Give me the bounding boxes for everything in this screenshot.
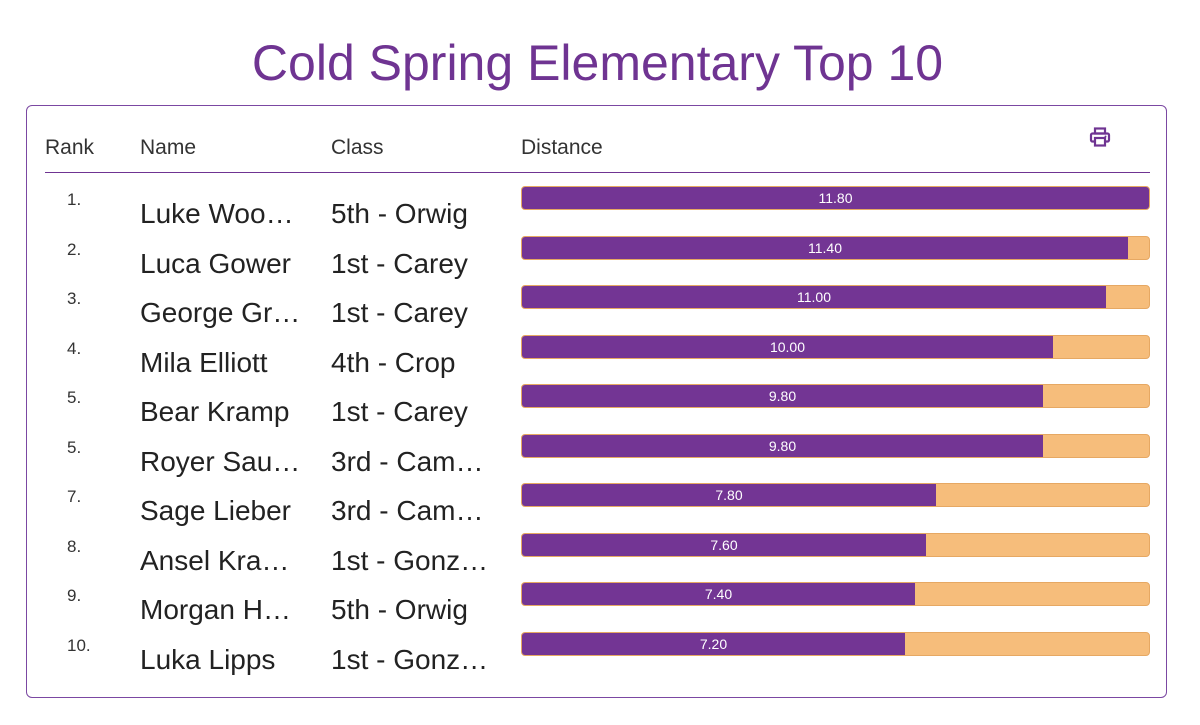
distance-label: 11.80 (818, 190, 853, 206)
rank-column-header: Rank (45, 136, 95, 159)
rank-cell: 1. (67, 190, 82, 209)
header-divider (45, 172, 1150, 173)
distance-label: 11.00 (797, 289, 831, 305)
page-title: Cold Spring Elementary Top 10 (251, 35, 944, 91)
distance-bar[interactable]: 9.80 (521, 433, 1150, 458)
distance-bar[interactable]: 7.40 (521, 582, 1150, 606)
distance-bar[interactable]: 7.60 (521, 532, 1150, 557)
table-row: 7. Sage Lieber 3rd - Cam… 7.80 (0, 483, 1200, 533)
distance-bar[interactable]: 7.20 (521, 631, 1150, 656)
rank-cell: 2. (67, 239, 82, 259)
rank-cell: 5. (67, 437, 82, 457)
class-cell: 1st - Gonz… (331, 643, 489, 675)
distance-bar[interactable]: 11.80 (521, 186, 1150, 210)
distance-label: 11.40 (808, 239, 842, 256)
table-row: 2. Luca Gower 1st - Carey 11.40 (0, 235, 1200, 286)
distance-label: 7.80 (715, 487, 743, 503)
distance-label: 7.40 (704, 586, 733, 602)
distance-bar-fill (522, 434, 1043, 457)
name-cell: Morgan H… (140, 594, 291, 625)
table-row: 1. Luke Woo… 5th - Orwig 11.80 (0, 186, 1200, 236)
class-cell: 1st - Carey (331, 297, 468, 328)
name-cell: Ansel Kra… (140, 544, 290, 576)
distance-label: 7.20 (699, 635, 728, 652)
table-row: 5. Royer Sau… 3rd - Cam… 9.80 (0, 433, 1200, 484)
table-row: 4. Mila Elliott 4th - Crop 10.00 (0, 334, 1200, 385)
table-row: 9. Morgan H… 5th - Orwig 7.40 (0, 582, 1200, 632)
distance-label: 7.60 (710, 536, 738, 553)
rank-cell: 4. (67, 338, 82, 358)
rank-cell: 7. (67, 487, 82, 506)
distance-label: 10.00 (769, 338, 806, 355)
rank-cell: 3. (67, 289, 82, 308)
distance-bar-fill (522, 385, 1043, 407)
name-cell: Royer Sau… (140, 445, 301, 477)
name-cell: Luke Woo… (140, 198, 294, 229)
leaderboard-panel (26, 105, 1167, 698)
class-cell: 3rd - Cam… (331, 495, 484, 526)
table-row: 8. Ansel Kra… 1st - Gonz… 7.60 (0, 532, 1200, 583)
class-cell: 5th - Orwig (331, 594, 468, 625)
rank-cell: 8. (67, 536, 82, 556)
print-icon (1089, 127, 1111, 147)
table-row: 3. George Gr… 1st - Carey 11.00 (0, 285, 1200, 335)
name-cell: Sage Lieber (140, 495, 292, 526)
distance-label: 9.80 (768, 437, 797, 454)
distance-bar-fill (522, 533, 926, 556)
distance-column-header: Distance (521, 136, 603, 159)
distance-bar-fill (522, 286, 1106, 308)
distance-bar[interactable]: 11.40 (521, 235, 1150, 260)
rank-cell: 5. (67, 388, 82, 407)
distance-bar-fill (522, 335, 1053, 358)
name-cell: Luca Gower (140, 247, 291, 279)
distance-bar[interactable]: 9.80 (521, 384, 1150, 408)
distance-bar-fill (522, 632, 905, 655)
name-cell: Luka Lipps (140, 643, 276, 675)
name-cell: Mila Elliott (140, 346, 268, 378)
rank-cell: 10. (67, 635, 91, 655)
rank-cell: 9. (67, 586, 82, 605)
distance-bar-fill (522, 484, 936, 506)
distance-bar-fill (522, 236, 1128, 259)
name-column-header: Name (140, 136, 197, 159)
distance-bar[interactable]: 7.80 (521, 483, 1150, 507)
class-cell: 1st - Gonz… (331, 544, 489, 576)
class-cell: 4th - Crop (331, 346, 456, 378)
class-cell: 1st - Carey (331, 396, 468, 427)
distance-label: 9.80 (768, 388, 797, 404)
distance-bar[interactable]: 10.00 (521, 334, 1150, 359)
print-button[interactable] (1089, 127, 1111, 147)
class-cell: 5th - Orwig (331, 198, 468, 229)
table-row: 5. Bear Kramp 1st - Carey 9.80 (0, 384, 1200, 434)
distance-bar-fill (522, 187, 1149, 209)
name-cell: Bear Kramp (140, 396, 290, 427)
name-cell: George Gr… (140, 297, 301, 328)
class-cell: 3rd - Cam… (331, 445, 484, 477)
class-cell: 1st - Carey (331, 247, 468, 279)
distance-bar[interactable]: 11.00 (521, 285, 1150, 309)
class-column-header: Class (331, 136, 384, 159)
distance-bar-fill (522, 583, 915, 605)
table-row: 10. Luka Lipps 1st - Gonz… 7.20 (0, 631, 1200, 682)
